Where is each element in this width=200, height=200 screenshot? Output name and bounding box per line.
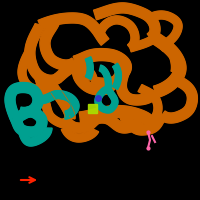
Polygon shape [73, 67, 124, 95]
Polygon shape [159, 75, 197, 123]
Polygon shape [25, 24, 61, 85]
Polygon shape [44, 77, 75, 119]
Polygon shape [148, 11, 182, 51]
Polygon shape [73, 49, 131, 80]
Polygon shape [129, 35, 157, 52]
Polygon shape [95, 86, 118, 113]
Polygon shape [18, 48, 52, 94]
Polygon shape [79, 106, 158, 128]
Polygon shape [61, 126, 99, 142]
Polygon shape [138, 85, 162, 128]
Polygon shape [5, 83, 43, 120]
Polygon shape [55, 62, 97, 82]
Polygon shape [18, 128, 52, 146]
Polygon shape [38, 91, 79, 119]
Polygon shape [152, 33, 186, 98]
Polygon shape [116, 68, 159, 105]
Polygon shape [91, 73, 124, 86]
Polygon shape [164, 41, 180, 73]
Polygon shape [112, 63, 121, 90]
Polygon shape [85, 57, 93, 80]
Polygon shape [94, 3, 160, 42]
Polygon shape [11, 107, 47, 137]
Polygon shape [40, 19, 78, 70]
Polygon shape [60, 113, 143, 133]
Polygon shape [96, 16, 139, 51]
Polygon shape [38, 13, 109, 45]
Polygon shape [120, 112, 166, 135]
Polygon shape [34, 74, 69, 129]
Polygon shape [99, 65, 111, 91]
Bar [88, 104, 96, 112]
